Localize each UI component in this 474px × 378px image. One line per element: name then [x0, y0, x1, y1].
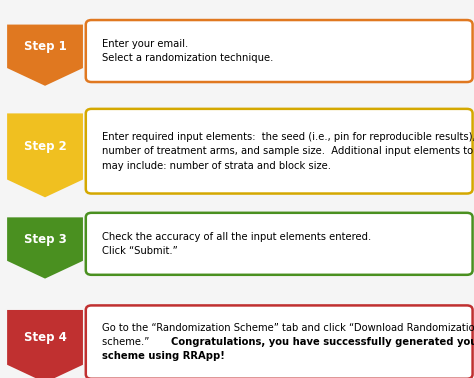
FancyBboxPatch shape — [86, 109, 473, 194]
FancyBboxPatch shape — [86, 213, 473, 275]
Text: number of treatment arms, and sample size.  Additional input elements to enter: number of treatment arms, and sample siz… — [102, 146, 474, 156]
Polygon shape — [7, 217, 83, 279]
Text: scheme.”: scheme.” — [102, 337, 155, 347]
Text: Step 4: Step 4 — [24, 331, 66, 344]
Text: scheme using RRApp!: scheme using RRApp! — [102, 352, 225, 361]
Polygon shape — [7, 25, 83, 86]
Text: Click “Submit.”: Click “Submit.” — [102, 246, 178, 256]
FancyBboxPatch shape — [86, 20, 473, 82]
Text: Congratulations, you have successfully generated your randomization: Congratulations, you have successfully g… — [171, 337, 474, 347]
FancyBboxPatch shape — [86, 305, 473, 378]
Text: Select a randomization technique.: Select a randomization technique. — [102, 53, 273, 63]
Text: Step 2: Step 2 — [24, 140, 66, 153]
Text: Go to the “Randomization Scheme” tab and click “Download Randomization: Go to the “Randomization Scheme” tab and… — [102, 323, 474, 333]
Text: Enter your email.: Enter your email. — [102, 39, 188, 49]
Text: Step 3: Step 3 — [24, 232, 66, 246]
Text: Step 1: Step 1 — [24, 40, 66, 53]
Polygon shape — [7, 310, 83, 378]
Text: Check the accuracy of all the input elements entered.: Check the accuracy of all the input elem… — [102, 232, 371, 242]
Text: Enter required input elements:  the seed (i.e., pin for reproducible results),: Enter required input elements: the seed … — [102, 132, 474, 142]
Text: may include: number of strata and block size.: may include: number of strata and block … — [102, 161, 331, 170]
Polygon shape — [7, 113, 83, 197]
